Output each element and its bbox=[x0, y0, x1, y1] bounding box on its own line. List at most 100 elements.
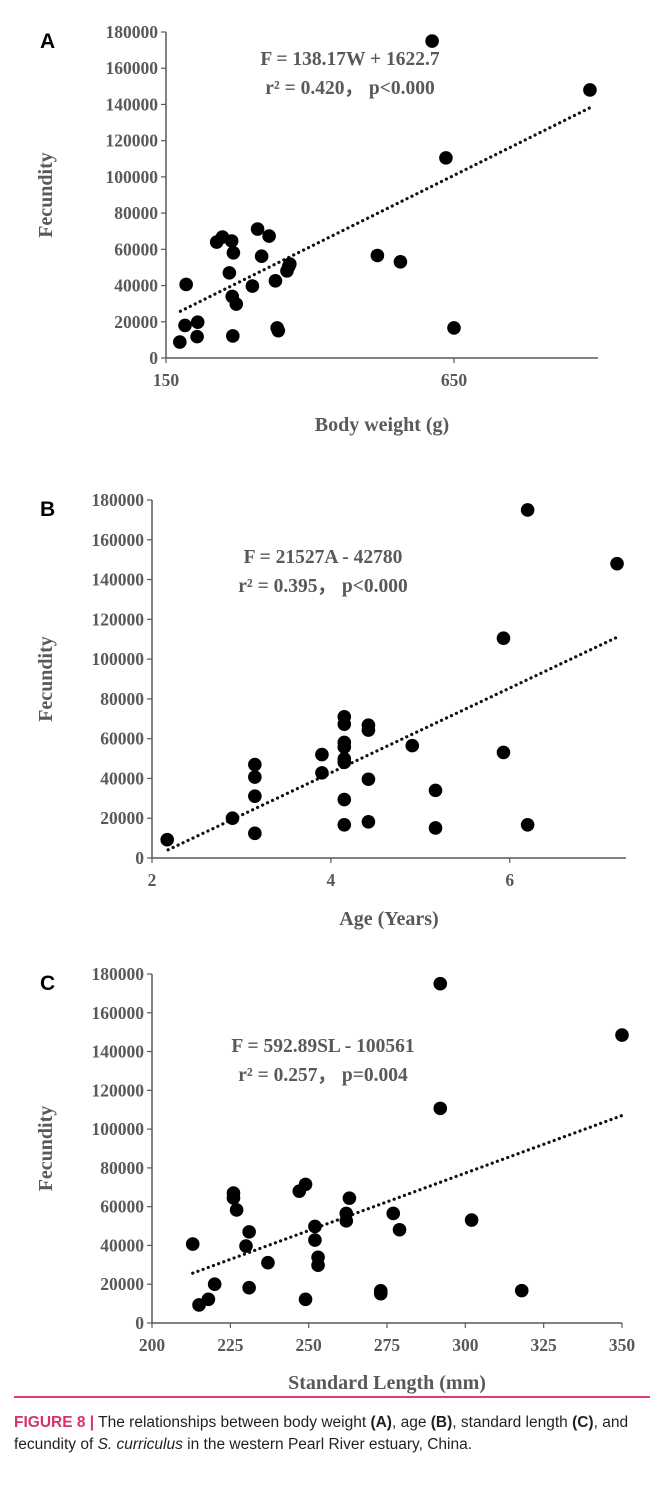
caption-ref-b: (B) bbox=[430, 1414, 453, 1431]
regression-stats: r² = 0.420， p<0.000 bbox=[265, 78, 434, 99]
y-tick-label: 140000 bbox=[92, 1042, 145, 1062]
data-point bbox=[337, 717, 352, 731]
data-point bbox=[342, 1191, 357, 1205]
data-point bbox=[496, 745, 511, 760]
x-axis-label: Body weight (g) bbox=[315, 414, 449, 436]
y-tick-label: 180000 bbox=[106, 22, 159, 42]
y-tick-label: 140000 bbox=[92, 570, 145, 590]
data-point bbox=[226, 1191, 241, 1205]
y-tick-label: 160000 bbox=[92, 1003, 145, 1023]
data-point bbox=[386, 1206, 401, 1221]
y-tick-label: 180000 bbox=[92, 490, 145, 510]
data-point bbox=[496, 631, 511, 646]
data-point bbox=[173, 335, 187, 349]
x-tick-label: 650 bbox=[441, 370, 468, 390]
y-tick-label: 160000 bbox=[92, 530, 145, 550]
data-point bbox=[393, 255, 408, 269]
data-point bbox=[339, 1214, 354, 1228]
data-point bbox=[268, 274, 283, 288]
data-point bbox=[405, 738, 420, 753]
data-point bbox=[192, 1298, 206, 1312]
caption-ref-c: (C) bbox=[572, 1414, 594, 1431]
regression-equation: F = 21527A - 42780 bbox=[244, 547, 403, 568]
data-point bbox=[239, 1239, 253, 1253]
data-point bbox=[292, 1184, 307, 1198]
regression-stats: r² = 0.395， p<0.000 bbox=[238, 576, 407, 597]
data-point bbox=[190, 315, 205, 329]
y-tick-label: 20000 bbox=[114, 312, 158, 332]
data-point bbox=[311, 1258, 325, 1273]
data-point bbox=[337, 792, 352, 807]
regression-equation: F = 592.89SL - 100561 bbox=[231, 1036, 414, 1057]
y-tick-label: 100000 bbox=[106, 167, 159, 187]
data-point bbox=[283, 257, 297, 271]
panel-c: C 0 20000 40000 60000 80000 100000 120000 140000… bbox=[35, 964, 635, 1394]
y-tick-label: 140000 bbox=[106, 94, 159, 114]
data-point bbox=[245, 279, 260, 293]
x-tick-label: 350 bbox=[609, 1335, 636, 1355]
y-tick-label: 40000 bbox=[100, 1235, 144, 1255]
data-point bbox=[514, 1283, 529, 1298]
x-axis-label: Standard Length (mm) bbox=[288, 1372, 486, 1394]
data-point bbox=[373, 1286, 388, 1301]
data-point bbox=[222, 266, 237, 280]
x-axis-label: Age (Years) bbox=[339, 908, 438, 930]
caption-text-1: The relationships between body weight bbox=[94, 1414, 371, 1431]
y-axis-label: Fecundity bbox=[35, 152, 57, 238]
regression-stats: r² = 0.257， p=0.004 bbox=[238, 1065, 408, 1086]
data-point bbox=[337, 740, 352, 754]
trendline bbox=[191, 1113, 624, 1275]
data-point bbox=[271, 323, 286, 338]
x-tick-label: 275 bbox=[374, 1335, 401, 1355]
data-point bbox=[248, 789, 262, 803]
data-point bbox=[229, 1203, 244, 1217]
data-point bbox=[315, 766, 329, 780]
y-tick-label: 60000 bbox=[100, 1197, 144, 1217]
panel-label: B bbox=[40, 498, 55, 521]
panel-b: B 0 20000 40000 60000 80000 100000 120000 140000… bbox=[35, 490, 626, 930]
caption-ref-a: (A) bbox=[370, 1414, 392, 1431]
data-point bbox=[242, 1225, 256, 1239]
data-point bbox=[361, 815, 376, 829]
y-tick-label: 100000 bbox=[92, 1119, 145, 1139]
y-tick-label: 0 bbox=[135, 848, 144, 868]
data-point bbox=[248, 770, 262, 784]
panel-a: A 0 20000 40000 60000 80000 100000 120000 140000… bbox=[35, 22, 598, 436]
caption-text-3: , standard length bbox=[452, 1414, 573, 1431]
data-point bbox=[428, 821, 443, 835]
data-point bbox=[248, 826, 262, 841]
data-point bbox=[425, 34, 439, 48]
data-point bbox=[392, 1222, 407, 1237]
y-tick-label: 20000 bbox=[100, 808, 144, 828]
data-point bbox=[225, 811, 240, 826]
figure-caption: FIGURE 8 | The relationships between bod… bbox=[14, 1412, 650, 1456]
y-axis-label: Fecundity bbox=[35, 636, 57, 722]
y-tick-label: 60000 bbox=[100, 729, 144, 749]
data-point bbox=[248, 757, 262, 772]
data-point bbox=[447, 321, 461, 335]
data-point bbox=[224, 234, 239, 248]
data-point bbox=[207, 1277, 222, 1292]
x-tick-label: 325 bbox=[531, 1335, 558, 1355]
data-point bbox=[520, 817, 535, 832]
data-point bbox=[428, 783, 443, 798]
x-tick-label: 2 bbox=[148, 870, 157, 890]
y-tick-label: 180000 bbox=[92, 964, 145, 984]
caption-text-4: , and fecundity of bbox=[14, 1414, 629, 1453]
y-tick-label: 160000 bbox=[106, 58, 159, 78]
data-point bbox=[583, 83, 597, 97]
data-point bbox=[308, 1233, 322, 1247]
y-tick-label: 80000 bbox=[100, 689, 144, 709]
y-tick-label: 80000 bbox=[114, 203, 158, 223]
data-point bbox=[262, 229, 276, 243]
data-point bbox=[370, 248, 385, 263]
y-tick-label: 0 bbox=[149, 348, 158, 368]
data-point bbox=[229, 297, 244, 311]
data-point bbox=[250, 222, 265, 236]
y-tick-label: 80000 bbox=[100, 1158, 144, 1178]
panel-label: C bbox=[40, 972, 55, 995]
x-tick-label: 150 bbox=[153, 370, 180, 390]
y-tick-label: 120000 bbox=[106, 131, 159, 151]
data-point bbox=[361, 723, 376, 737]
